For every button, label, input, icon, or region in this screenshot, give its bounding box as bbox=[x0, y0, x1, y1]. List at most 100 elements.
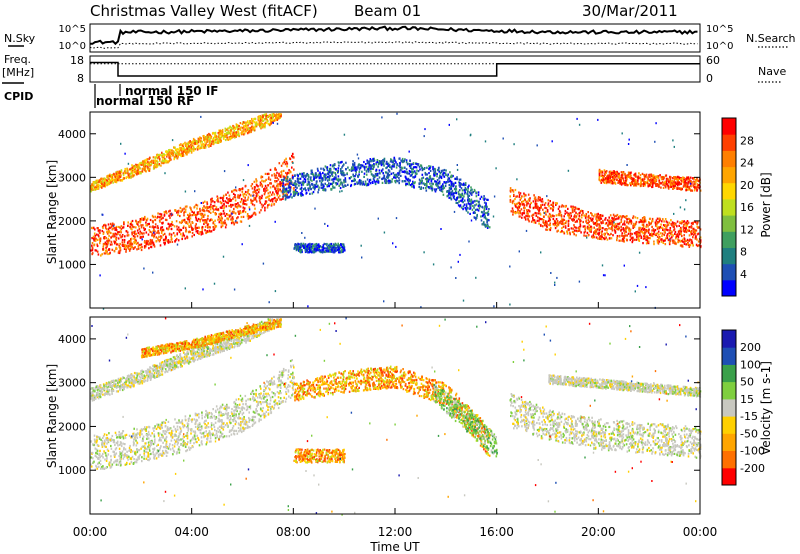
power-dots-cell-1554 bbox=[184, 143, 187, 146]
power-dots-cell-2126 bbox=[255, 123, 258, 126]
power-dots-cell-3711 bbox=[315, 245, 318, 249]
power-dots-cell-3885 bbox=[650, 234, 652, 237]
power-dots-cell-952 bbox=[106, 232, 109, 235]
power-dots-cell-2146 bbox=[257, 123, 259, 126]
power-dots-cell-4751 bbox=[696, 225, 698, 228]
power-dots-cell-1052 bbox=[165, 218, 168, 222]
power-dots-cell-4734 bbox=[543, 211, 545, 214]
power-dots-cell-3177 bbox=[384, 181, 387, 184]
power-dots-cell-170 bbox=[191, 210, 193, 213]
power-dots-cell-21 bbox=[273, 174, 276, 177]
power-dots-cell-807 bbox=[151, 241, 153, 244]
power-dots-cell-4066 bbox=[608, 216, 610, 219]
power-dots-cell-3631 bbox=[332, 243, 335, 246]
power-dots-cell-2203 bbox=[140, 172, 142, 175]
power-dots-cell-1111 bbox=[205, 221, 207, 224]
power-dots-cell-2097 bbox=[149, 164, 151, 167]
power-dots-cell-2425 bbox=[296, 183, 298, 186]
freq-label-2: [MHz] bbox=[2, 66, 34, 79]
power-dots-cell-915 bbox=[105, 246, 107, 249]
power-dots-cell-3365 bbox=[312, 186, 314, 189]
power-dots-cell-4299 bbox=[648, 223, 651, 226]
power-dots-cell-1540 bbox=[178, 144, 181, 147]
power-dots-cell-204 bbox=[134, 241, 137, 244]
power-dots-cell-4333 bbox=[651, 233, 654, 236]
power-dots-cell-2036 bbox=[219, 136, 222, 140]
power-dots-cell-337 bbox=[183, 225, 185, 228]
power-dots-cell-1102 bbox=[158, 232, 160, 235]
power-dots-cell-201 bbox=[94, 234, 97, 237]
power-dots-cell-3696 bbox=[335, 248, 337, 251]
power-dots-cell-4873 bbox=[599, 216, 601, 219]
power-dots-cell-3075 bbox=[458, 178, 461, 181]
power-dots-cell-3513 bbox=[458, 196, 460, 199]
power-dots-cell-869 bbox=[101, 229, 104, 233]
power-dots-cell-3479 bbox=[465, 208, 467, 211]
power-dots-cell-3101 bbox=[388, 180, 391, 183]
power-dots-cell-4382 bbox=[514, 202, 516, 205]
power-dots-cell-898 bbox=[226, 213, 229, 216]
power-dots-cell-4307 bbox=[621, 234, 623, 237]
power-dots-cell-3352 bbox=[452, 192, 455, 195]
power-dots-cell-3070 bbox=[405, 177, 408, 180]
power-dots-cell-2287 bbox=[190, 151, 193, 154]
power-dots-cell-3119 bbox=[290, 182, 293, 186]
power-dots-cell-4511 bbox=[677, 236, 680, 239]
power-dots-cell-872 bbox=[201, 225, 204, 229]
power-dots-cell-502 bbox=[236, 217, 238, 220]
power-dots-cell-4237 bbox=[607, 233, 609, 236]
power-dots-cell-1062 bbox=[105, 242, 108, 246]
power-dots-cell-1177 bbox=[157, 229, 160, 232]
power-dots-cell-25 bbox=[279, 185, 282, 188]
power-dots-cell-1189 bbox=[277, 188, 280, 191]
power-dots-cell-3463 bbox=[369, 165, 372, 168]
power-dots-cell-2909 bbox=[450, 187, 453, 190]
power-dots-cell-1039 bbox=[235, 189, 238, 192]
power-dots-cell-4407 bbox=[591, 213, 593, 216]
power-dots-cell-1361 bbox=[241, 122, 244, 126]
power-dots-cell-2761 bbox=[323, 185, 325, 188]
power-dots-cell-1464 bbox=[192, 145, 195, 148]
power-dots-cell-2984 bbox=[335, 173, 337, 176]
power-dots-cell-3762 bbox=[321, 251, 324, 254]
power-dots-cell-2762 bbox=[440, 170, 443, 173]
power-dots-cell-3447 bbox=[367, 160, 370, 163]
power-dots-cell-3830 bbox=[302, 245, 305, 248]
power-dots-cell-2038 bbox=[100, 177, 103, 180]
power-dots-cell-2523 bbox=[365, 165, 368, 169]
power-dots-cell-4838 bbox=[526, 212, 528, 215]
power-dots-cell-4651 bbox=[644, 231, 646, 234]
power-dots-cell-4558 bbox=[674, 223, 676, 226]
power-dots-cell-2189 bbox=[259, 122, 261, 125]
power-dots-cell-296 bbox=[120, 228, 123, 231]
power-dots-cell-4078 bbox=[620, 220, 623, 223]
power-dots-cell-3259 bbox=[326, 175, 329, 178]
power-dots-cell-4919 bbox=[658, 237, 660, 240]
power-dots-cell-137 bbox=[195, 223, 197, 226]
power-dots-cell-3809 bbox=[298, 249, 301, 253]
power-dots-cell-2698 bbox=[395, 166, 398, 169]
power-dots-cell-2310 bbox=[182, 142, 185, 146]
power-dots-cell-1088 bbox=[291, 155, 293, 158]
power-dots-cell-1981 bbox=[264, 113, 266, 116]
power-dots-cell-928 bbox=[263, 189, 265, 192]
power-dots-cell-1620 bbox=[105, 178, 107, 182]
power-dots-cell-886 bbox=[140, 226, 143, 229]
power-dots-cell-3332 bbox=[413, 176, 415, 179]
power-dots-cell-3834 bbox=[313, 248, 316, 251]
power-dots-cell-1 bbox=[136, 222, 138, 225]
power-dots-cell-2305 bbox=[149, 167, 151, 170]
power-dots-cell-4659 bbox=[573, 233, 575, 236]
power-dots-cell-935 bbox=[148, 242, 151, 245]
power-dots-cell-1669 bbox=[170, 158, 172, 161]
power-dots-cell-644 bbox=[128, 240, 130, 243]
power-dots-cell-3057 bbox=[434, 190, 437, 193]
power-dots-cell-3135 bbox=[324, 178, 327, 181]
power-dots-cell-2231 bbox=[210, 144, 212, 147]
power-dots-cell-3811 bbox=[296, 247, 299, 251]
power-dots-cell-4948 bbox=[546, 210, 549, 213]
power-dots-cell-664 bbox=[253, 198, 255, 201]
power-dots-cell-3420 bbox=[432, 183, 434, 186]
power-dots-cell-4890 bbox=[579, 223, 582, 226]
power-dots-cell-4908 bbox=[604, 228, 606, 231]
